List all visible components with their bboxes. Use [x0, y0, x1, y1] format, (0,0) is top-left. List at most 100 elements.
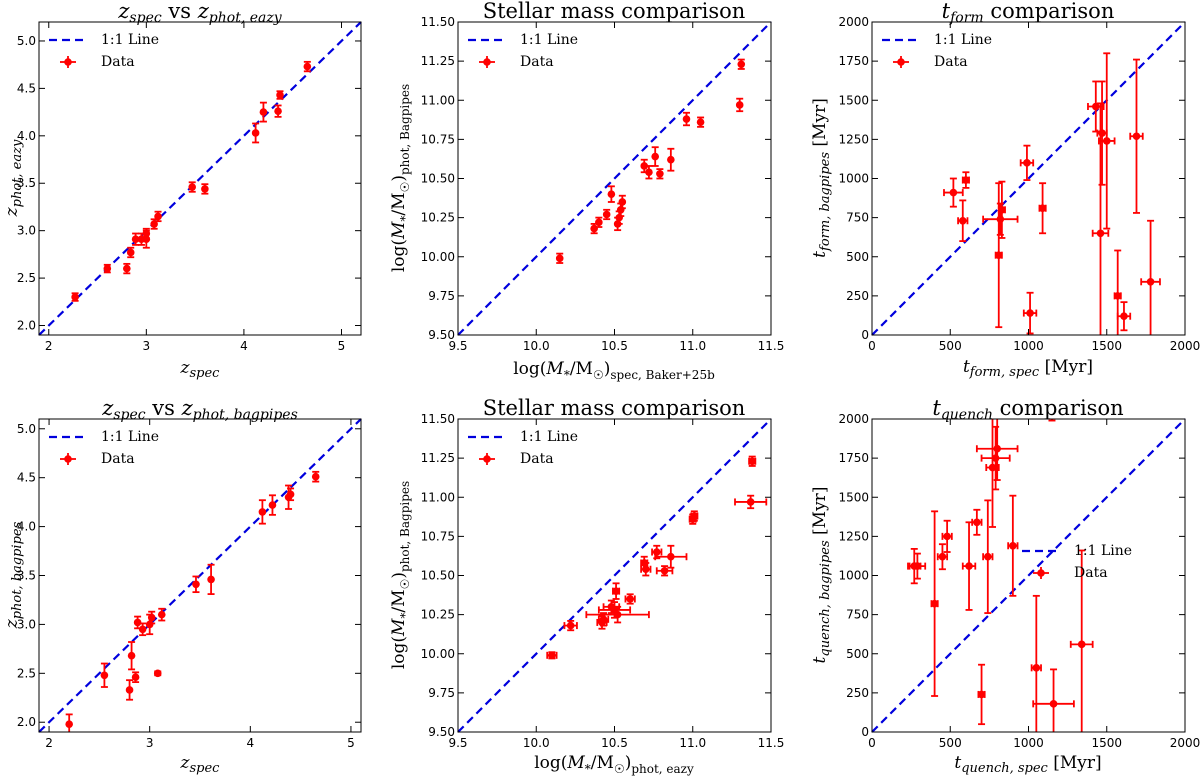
- panel-6-y-tick-label: 750: [846, 608, 869, 622]
- panel-3-y-tick-label: 0: [861, 328, 869, 342]
- panel-3-data-point-1-marker: [950, 189, 958, 197]
- panel-2-data-point-13: [656, 169, 664, 178]
- panel-2-y-tick-label: 10.00: [421, 250, 455, 264]
- panel-5-data-point-18: [748, 457, 756, 466]
- panel-1-data-point-2: [104, 265, 112, 273]
- panel-5-x-label: log(M*/M☉)phot, eazy: [534, 753, 694, 776]
- panel-6-y-tick-label: 1750: [838, 451, 869, 465]
- panel-3-plot-area: 0 500 1000 1500 2000025050075010001250150017…: [838, 15, 1200, 363]
- panel-5: Stellar mass comparison 9.5 10.0 10.5 11.0 1…: [389, 396, 784, 776]
- panel-1-data-point-12-marker: [201, 185, 209, 193]
- panel-5-data-point-9-marker: [626, 595, 634, 603]
- panel-5-legend-line-label: 1:1 Line: [520, 429, 578, 445]
- panel-3-y-tick-label: 1250: [838, 132, 869, 146]
- panel-2-y-tick-label: 11.00: [421, 93, 455, 107]
- panel-3-x-tick-label: 1500: [1091, 339, 1122, 353]
- panel-3-y-label: tform, bagpipes [Myr]: [810, 98, 833, 258]
- panel-2-data-point-8-marker: [617, 206, 625, 214]
- panel-4-legend: 1:1 LineData: [49, 429, 159, 467]
- panel-4-legend-data-label: Data: [101, 451, 135, 467]
- panel-6-data-point-16-marker: [1050, 700, 1058, 708]
- panel-3-data-point-14-marker: [1114, 292, 1122, 300]
- panel-6-data-point-14-marker: [1033, 664, 1041, 672]
- panel-4-data-point-4-marker: [128, 652, 136, 660]
- panel-6-data-point-9: [983, 500, 992, 613]
- panel-2-y-tick-label: 9.75: [428, 289, 455, 303]
- panel-4-one-to-one-line: [39, 419, 361, 732]
- panel-4-y-label: zphot, bagpipes: [2, 521, 25, 629]
- panel-1-x-tick-label: 3: [143, 339, 151, 353]
- panel-3-x-tick-label: 0: [868, 339, 876, 353]
- panel-2-data-point-12-marker: [651, 153, 659, 161]
- panel-1-x-tick-label: 4: [240, 339, 248, 353]
- panel-1-legend-line-label: 1:1 Line: [101, 32, 159, 48]
- panel-1-data-point-16-marker: [276, 91, 284, 99]
- panel-3-data-point-8-marker: [1026, 309, 1034, 317]
- panel-3-data-point-1: [944, 179, 963, 207]
- panel-5-plot-area: 9.5 10.0 10.5 11.0 11.5 9.50 9.75 10.00 10.25 10.…: [421, 412, 785, 750]
- panel-3-data-point-12: [1097, 81, 1106, 184]
- panel-3-x-tick-label: 500: [939, 339, 962, 353]
- panel-2-data-point-14: [667, 149, 675, 171]
- panel-2-y-label: log(M*/M☉)phot, Bagpipes: [389, 84, 412, 272]
- panel-1-y-tick-label: 2.0: [17, 319, 36, 333]
- panel-2-data-point-13-marker: [656, 170, 664, 178]
- panel-1-data-point-11-marker: [188, 183, 196, 191]
- panel-4-data-point-10-marker: [154, 670, 162, 678]
- panel-4-y-tick-label: 2.5: [17, 666, 36, 680]
- panel-5-y-tick-label: 10.00: [421, 647, 455, 661]
- panel-2-data-series: [556, 60, 745, 263]
- panel-6-y-tick-label: 500: [846, 647, 869, 661]
- panel-2-data-point-16: [697, 117, 705, 126]
- panel-2-one-to-one-line: [458, 22, 771, 335]
- panel-2-x-tick-label: 10.5: [601, 339, 628, 353]
- panel-3-y-tick-label: 250: [846, 289, 869, 303]
- panel-1-data-point-13-marker: [252, 129, 260, 137]
- panel-3-data-point-16: [1130, 60, 1143, 213]
- panel-5-data-point-1: [547, 652, 556, 660]
- panel-6-data-point-12: [977, 417, 1018, 480]
- panel-1-data-series: [71, 62, 311, 301]
- panel-4-legend-data-swatch: [64, 455, 72, 463]
- panel-3-data-point-3: [962, 172, 970, 188]
- panel-2-legend-line-label: 1:1 Line: [520, 32, 578, 48]
- panel-3-data-point-17-marker: [1147, 278, 1155, 286]
- panel-3-legend-data-swatch: [897, 58, 905, 66]
- panel-5-data-series: [547, 457, 766, 660]
- panel-4-x-tick-label: 3: [146, 736, 154, 750]
- panel-3-y-tick-label: 2000: [838, 15, 869, 29]
- panel-6-one-to-one-line: [872, 419, 1185, 732]
- panel-4-data-series: [65, 472, 319, 734]
- panel-6-data-point-2-marker: [914, 562, 922, 570]
- panel-1-data-point-1-marker: [71, 293, 79, 301]
- panel-3-data-point-11-marker: [1097, 229, 1105, 237]
- panel-3: tform comparison 0 500 1000 1500 20000250500…: [810, 0, 1200, 380]
- panel-1-data-point-3: [123, 264, 131, 273]
- panel-5-data-point-7-marker: [614, 611, 622, 619]
- panel-3-x-tick-label: 2000: [1170, 339, 1200, 353]
- panel-2-y-tick-label: 9.50: [428, 328, 455, 342]
- panel-5-data-point-17-marker: [747, 498, 755, 506]
- panel-1-data-point-11: [188, 182, 196, 191]
- panel-3-data-point-7-marker: [1023, 159, 1031, 167]
- panel-3-x-tick-label: 1000: [1013, 339, 1044, 353]
- panel-6-data-point-3-marker: [931, 600, 939, 608]
- panel-4-y-tick-label: 2.0: [17, 715, 36, 729]
- panel-6-x-tick-label: 1000: [1013, 736, 1044, 750]
- panel-6-data-point-7: [972, 510, 981, 535]
- panel-5-data-point-2: [564, 621, 577, 630]
- panel-3-data-point-4-marker: [995, 251, 1003, 259]
- panel-3-y-tick-label: 500: [846, 250, 869, 264]
- panel-2-plot-area: 9.5 10.0 10.5 11.0 11.59.509.7510.0010.2510.…: [421, 15, 785, 353]
- panel-1-y-tick-label: 5.0: [17, 34, 36, 48]
- panel-4-data-point-12: [192, 576, 200, 592]
- panel-6-data-point-5-marker: [943, 533, 951, 541]
- panel-4-y-tick-label: 4.5: [17, 471, 36, 485]
- panel-4-data-point-2-marker: [101, 671, 109, 679]
- panel-2-data-point-12: [651, 147, 659, 166]
- panel-3-data-point-9-marker: [1039, 204, 1047, 212]
- panel-4-data-point-15: [269, 495, 277, 515]
- panel-5-y-tick-label: 11.00: [421, 490, 455, 504]
- panel-5-title: Stellar mass comparison: [483, 396, 746, 420]
- panel-5-legend-data-label: Data: [520, 451, 554, 467]
